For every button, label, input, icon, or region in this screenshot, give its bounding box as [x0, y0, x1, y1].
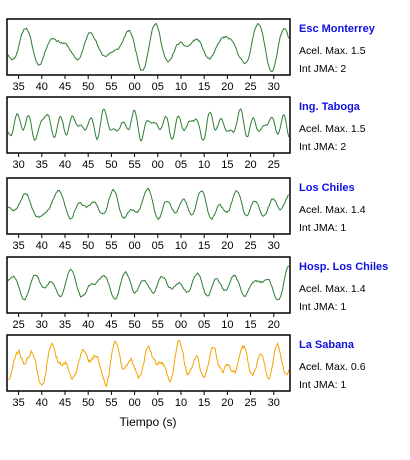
x-tick-label: 30 — [268, 81, 280, 93]
x-tick-label: 15 — [198, 81, 210, 93]
x-tick-label: 25 — [268, 159, 280, 171]
x-tick-label: 50 — [82, 397, 94, 409]
plot-frame — [6, 334, 291, 392]
x-tick-label: 35 — [36, 159, 48, 171]
x-tick-label: 30 — [268, 240, 280, 252]
jma-intensity: Int JMA: 1 — [299, 379, 346, 391]
x-tick-label: 15 — [198, 240, 210, 252]
x-tick-label: 50 — [82, 81, 94, 93]
x-tick-label: 15 — [244, 319, 256, 331]
x-tick-label: 30 — [268, 397, 280, 409]
station-name: La Sabana — [299, 339, 355, 351]
x-tick-label: 10 — [175, 397, 187, 409]
x-tick-label: 00 — [128, 81, 140, 93]
panel-5: 35 40 45 50 55 00 05 10 15 20 25 30 La Sabana Acel. M… — [6, 334, 366, 409]
x-tick-label: 15 — [221, 159, 233, 171]
x-tick-label: 25 — [244, 397, 256, 409]
station-name: Los Chiles — [299, 182, 355, 194]
x-tick-label: 50 — [82, 240, 94, 252]
x-tick-label: 25 — [12, 319, 24, 331]
x-tick-label: 40 — [36, 397, 48, 409]
max-acceleration: Acel. Max. 1.4 — [299, 204, 366, 216]
x-tick-label: 20 — [268, 319, 280, 331]
x-tick-label: 40 — [36, 81, 48, 93]
x-tick-label: 45 — [105, 319, 117, 331]
panel-3: 35 40 45 50 55 00 05 10 15 20 25 30 Los Chiles Acel. … — [6, 177, 366, 252]
station-name: Ing. Taboga — [299, 101, 361, 113]
x-tick-label: 35 — [12, 397, 24, 409]
jma-intensity: Int JMA: 1 — [299, 222, 346, 234]
plot-frame — [6, 96, 291, 154]
x-tick-label: 55 — [105, 240, 117, 252]
station-name: Esc Monterrey — [299, 23, 376, 35]
x-tick-label: 05 — [175, 159, 187, 171]
x-tick-label: 05 — [152, 240, 164, 252]
x-tick-label: 20 — [221, 81, 233, 93]
x-tick-label: 50 — [105, 159, 117, 171]
x-tick-label: 20 — [244, 159, 256, 171]
x-tick-label: 55 — [105, 81, 117, 93]
max-acceleration: Acel. Max. 1.5 — [299, 45, 366, 57]
x-tick-label: 55 — [128, 159, 140, 171]
panel-4: 25 30 35 40 45 50 55 00 05 10 15 20 Hosp. Los Chiles… — [6, 256, 388, 331]
waveform-trace — [7, 108, 290, 142]
x-tick-label: 10 — [175, 240, 187, 252]
max-acceleration: Acel. Max. 1.4 — [299, 283, 366, 295]
plot-frame — [6, 18, 291, 76]
jma-intensity: Int JMA: 2 — [299, 141, 346, 153]
x-tick-label: 40 — [59, 159, 71, 171]
x-tick-label: 45 — [59, 397, 71, 409]
x-tick-label: 00 — [175, 319, 187, 331]
x-tick-label: 00 — [128, 240, 140, 252]
x-tick-label: 05 — [152, 397, 164, 409]
x-tick-label: 55 — [105, 397, 117, 409]
x-tick-label: 15 — [198, 397, 210, 409]
x-tick-label: 35 — [12, 240, 24, 252]
x-tick-label: 25 — [244, 81, 256, 93]
x-tick-label: 10 — [198, 159, 210, 171]
x-axis-label: Tiempo (s) — [120, 415, 177, 429]
plot-frame — [6, 177, 291, 235]
station-name: Hosp. Los Chiles — [299, 261, 388, 273]
x-tick-label: 20 — [221, 240, 233, 252]
x-tick-label: 40 — [82, 319, 94, 331]
x-tick-label: 05 — [198, 319, 210, 331]
waveform-trace — [7, 265, 290, 301]
x-tick-label: 45 — [59, 81, 71, 93]
waveform-trace — [7, 22, 290, 73]
x-tick-label: 50 — [128, 319, 140, 331]
x-tick-label: 35 — [12, 81, 24, 93]
x-tick-label: 40 — [36, 240, 48, 252]
x-tick-label: 45 — [59, 240, 71, 252]
max-acceleration: Acel. Max. 1.5 — [299, 123, 366, 135]
x-tick-label: 30 — [36, 319, 48, 331]
panel-2: 30 35 40 45 50 55 00 05 10 15 20 25 Ing. Taboga Acel.… — [6, 96, 366, 171]
x-tick-label: 00 — [128, 397, 140, 409]
jma-intensity: Int JMA: 1 — [299, 301, 346, 313]
panel-1: 35 40 45 50 55 00 05 10 15 20 25 30 Esc Monterrey Ace… — [6, 18, 376, 93]
x-tick-label: 55 — [152, 319, 164, 331]
x-tick-label: 00 — [152, 159, 164, 171]
max-acceleration: Acel. Max. 0.6 — [299, 361, 366, 373]
x-tick-label: 10 — [221, 319, 233, 331]
x-tick-label: 30 — [12, 159, 24, 171]
x-tick-label: 20 — [221, 397, 233, 409]
x-tick-label: 25 — [244, 240, 256, 252]
plot-frame — [6, 256, 291, 314]
waveform-trace — [7, 187, 290, 221]
x-tick-label: 35 — [59, 319, 71, 331]
waveform-trace — [7, 340, 290, 388]
jma-intensity: Int JMA: 2 — [299, 63, 346, 75]
x-tick-label: 05 — [152, 81, 164, 93]
x-tick-label: 10 — [175, 81, 187, 93]
x-tick-label: 45 — [82, 159, 94, 171]
